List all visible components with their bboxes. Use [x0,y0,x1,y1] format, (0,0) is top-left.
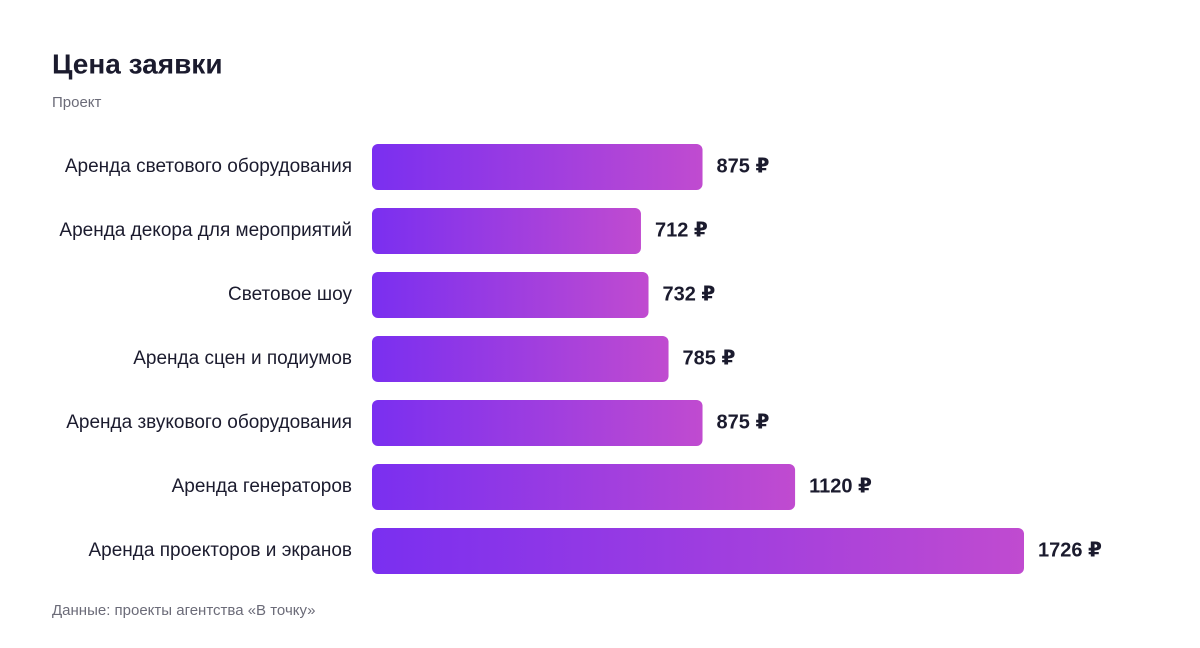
category-label: Аренда сцен и подиумов [133,348,352,369]
bar [372,336,669,382]
category-label: Аренда проекторов и экранов [89,540,353,561]
bar [372,272,649,318]
bar [372,464,796,510]
chart-title: Цена заявки [52,48,223,79]
bar [372,400,703,446]
value-label: 785 ₽ [683,347,736,369]
value-label: 875 ₽ [717,411,770,433]
value-label: 1120 ₽ [809,475,872,497]
source-note: Данные: проекты агентства «В точку» [52,602,316,619]
value-label: 712 ₽ [655,219,708,241]
value-label: 875 ₽ [717,155,770,177]
value-label: 1726 ₽ [1038,539,1102,561]
category-label: Аренда декора для мероприятий [59,220,352,241]
chart-subtitle: Проект [52,94,102,111]
bar [372,144,703,190]
category-label: Аренда светового оборудования [65,156,352,177]
bar [372,208,641,254]
category-label: Аренда звукового оборудования [66,412,352,433]
value-label: 732 ₽ [663,283,716,305]
bar [372,528,1024,574]
category-label: Световое шоу [228,284,352,305]
category-label: Аренда генераторов [172,476,352,497]
